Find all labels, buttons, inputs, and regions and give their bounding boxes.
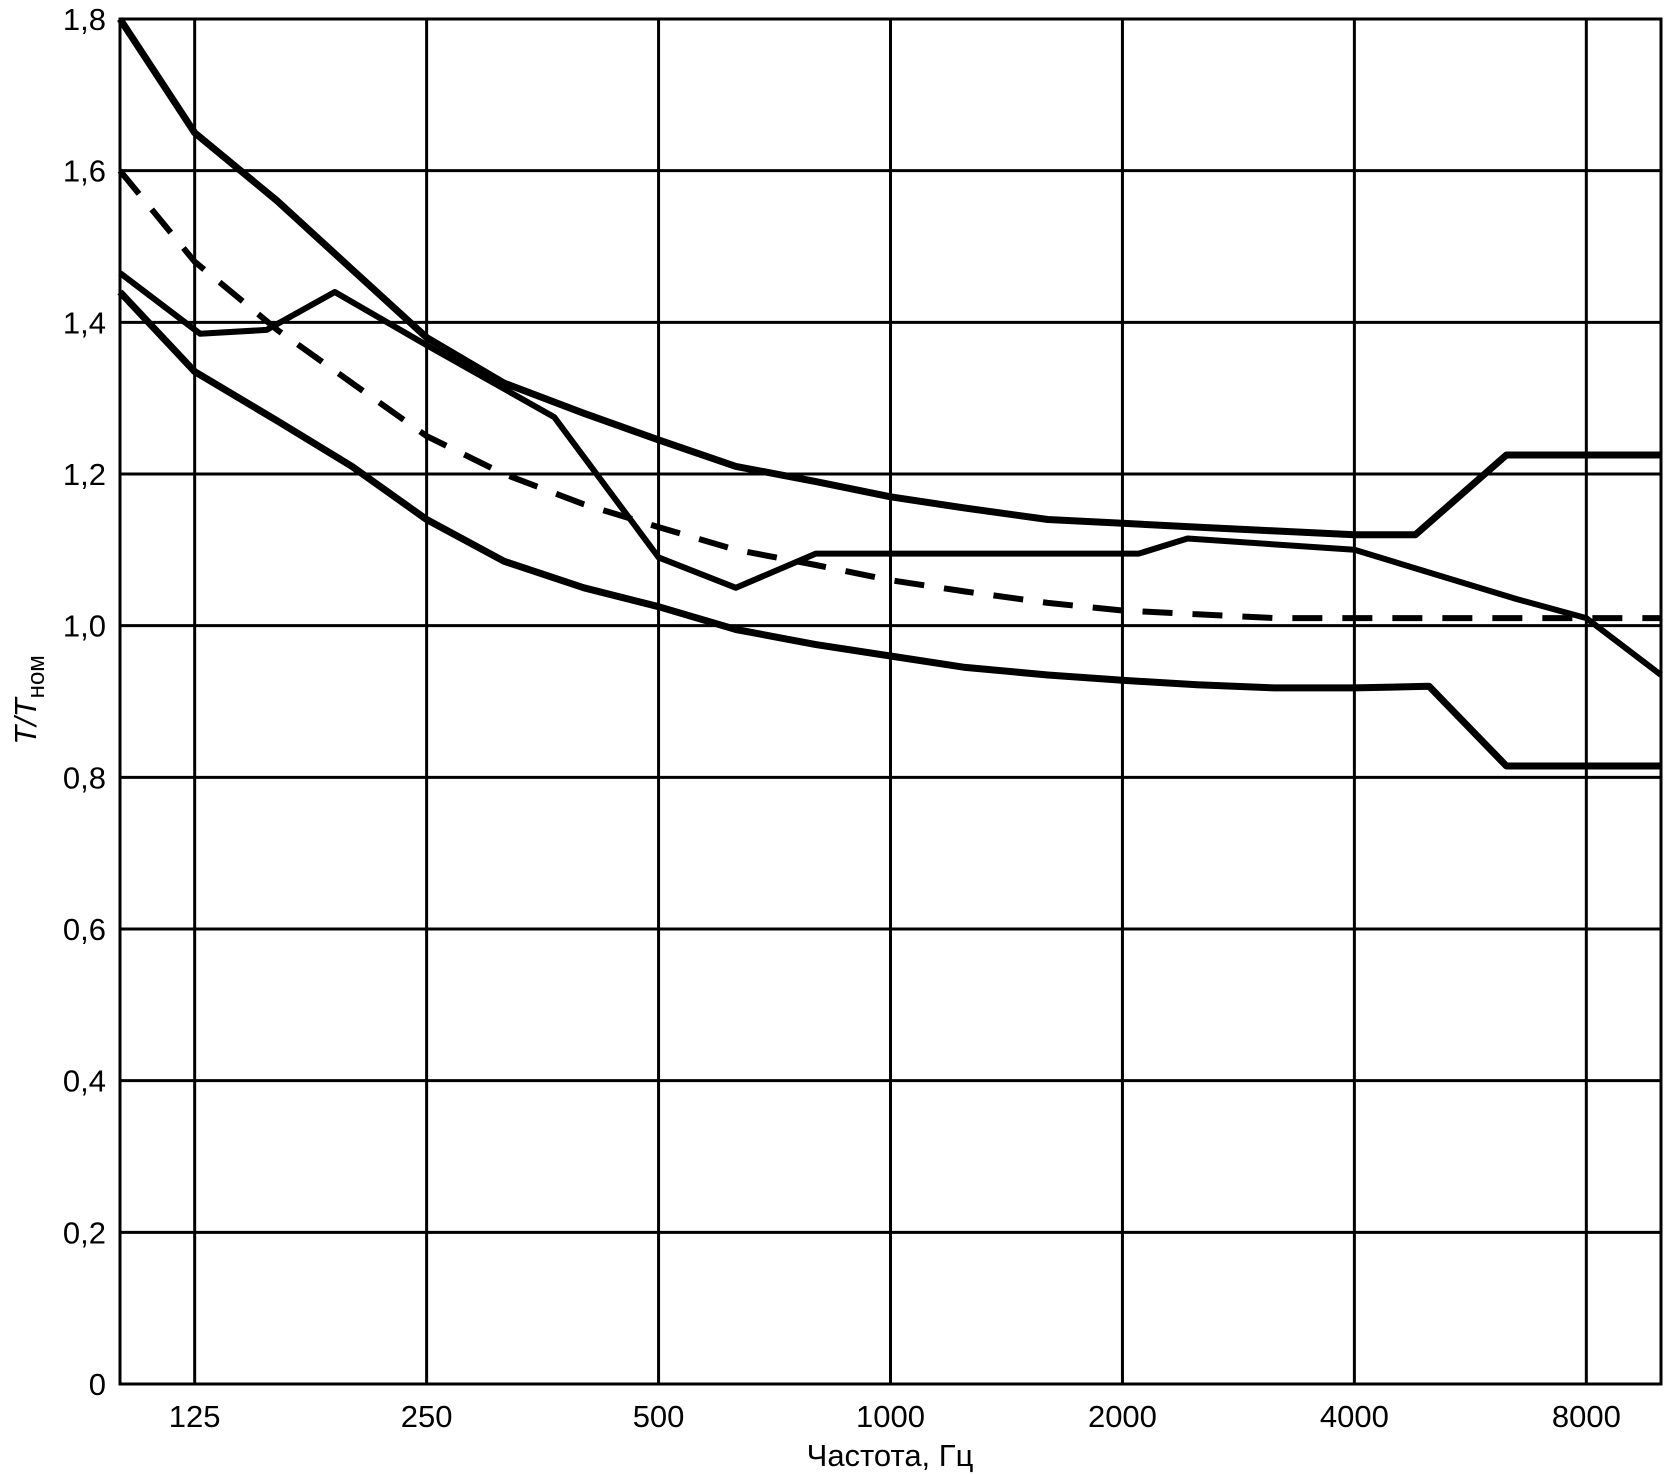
y-tick-labels: 0 0,2 0,4 0,6 0,8 1,0 1,2 1,4 1,6 1,8 [63, 2, 106, 1402]
y-tick-label: 1,2 [63, 457, 106, 492]
y-tick-label: 0,6 [63, 912, 106, 947]
y-tick-label: 0,4 [63, 1064, 106, 1099]
series-line-upper-limit [117, 17, 1661, 539]
series-line-lower-limit [117, 289, 1661, 770]
y-tick-label: 1,6 [63, 154, 106, 189]
series-line-nominal [117, 168, 1661, 622]
x-tick-label: 250 [401, 1399, 453, 1434]
y-tick-label: 1,4 [63, 305, 106, 340]
x-tick-labels: 125 250 500 1000 2000 4000 8000 [169, 1399, 1621, 1434]
y-tick-label: 0,2 [63, 1215, 106, 1250]
x-axis-label: Частота, Гц [807, 1438, 974, 1473]
y-axis-label: T/Tном [8, 655, 50, 745]
x-tick-label: 500 [633, 1399, 685, 1434]
y-tick-label: 1,0 [63, 609, 106, 644]
y-tick-label: 1,8 [63, 2, 106, 37]
y-axis-label-main: T/T [8, 696, 43, 745]
x-tick-label: 8000 [1552, 1399, 1621, 1434]
series-group [117, 17, 1663, 770]
series-line-measured [118, 270, 1663, 678]
x-tick-label: 2000 [1088, 1399, 1157, 1434]
y-tick-label: 0,8 [63, 760, 106, 795]
grid [120, 17, 1661, 1386]
x-tick-label: 125 [169, 1399, 221, 1434]
y-tick-label: 0 [89, 1367, 106, 1402]
x-tick-label: 4000 [1320, 1399, 1389, 1434]
plot-frame [118, 17, 1663, 1386]
y-axis-label-subscript: ном [23, 655, 50, 698]
x-tick-label: 1000 [856, 1399, 925, 1434]
